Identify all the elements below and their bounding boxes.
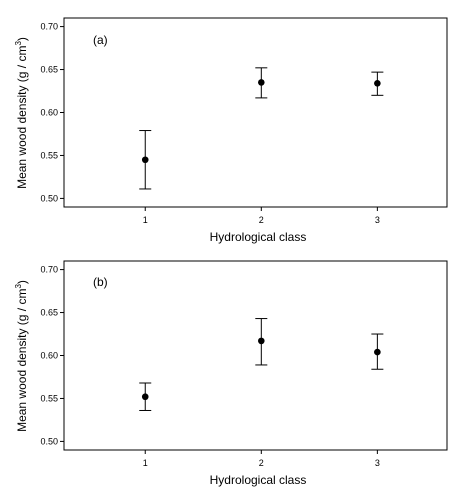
panel-a-marks xyxy=(139,67,384,190)
panel-a-ylabel-main: Mean wood density (g / cm xyxy=(15,46,29,189)
panel-b-label: (b) xyxy=(93,275,108,289)
y-tick-label: 0.55 xyxy=(40,393,58,403)
panel-b-frame xyxy=(63,260,448,451)
panel-a-ylabel: Mean wood density (g / cm3) xyxy=(14,37,29,189)
x-tick-label: 2 xyxy=(259,458,264,468)
data-point xyxy=(141,156,149,164)
y-tick-label: 0.55 xyxy=(40,150,58,160)
panel-b: (b) Hydrological class Mean wood density… xyxy=(14,260,448,487)
y-tick-label: 0.50 xyxy=(40,436,58,446)
x-tick-label: 3 xyxy=(375,215,380,225)
y-tick-label: 0.70 xyxy=(40,265,58,275)
y-tick-label: 0.70 xyxy=(40,22,58,32)
panel-b-ylabel-sup: 3 xyxy=(14,284,23,289)
panel-b-xlabel: Hydrological class xyxy=(210,473,307,487)
data-point xyxy=(374,79,381,87)
panel-b-ylabel-main: Mean wood density (g / cm xyxy=(15,289,29,432)
y-tick-label: 0.60 xyxy=(40,351,58,361)
x-tick-label: 1 xyxy=(143,458,148,468)
data-point xyxy=(374,348,381,356)
panel-a-xlabel: Hydrological class xyxy=(210,230,307,244)
panel-b-y-axis: 0.50 0.55 0.60 0.65 0.70 xyxy=(40,265,64,446)
panel-b-ylabel: Mean wood density (g / cm3) xyxy=(14,280,29,432)
y-tick-label: 0.65 xyxy=(40,65,58,75)
x-tick-label: 3 xyxy=(375,458,380,468)
y-tick-label: 0.50 xyxy=(40,193,58,203)
panel-b-marks xyxy=(139,318,384,411)
x-tick-label: 2 xyxy=(259,215,264,225)
panel-a: (a) Hydrological class Mean wood density… xyxy=(14,17,448,244)
panel-b-x-axis: 1 2 3 xyxy=(143,450,380,468)
y-tick-label: 0.65 xyxy=(40,308,58,318)
panel-b-ylabel-close: ) xyxy=(15,280,29,284)
panel-a-label: (a) xyxy=(93,33,108,47)
data-point xyxy=(258,79,265,86)
data-point xyxy=(141,393,149,401)
data-point xyxy=(258,337,265,345)
y-tick-label: 0.60 xyxy=(40,108,58,118)
panel-a-frame xyxy=(63,17,448,208)
panel-a-ylabel-close: ) xyxy=(15,37,29,41)
panel-a-ylabel-sup: 3 xyxy=(14,41,23,46)
x-tick-label: 1 xyxy=(143,215,148,225)
panel-a-x-axis: 1 2 3 xyxy=(143,207,380,225)
panel-a-y-axis: 0.50 0.55 0.60 0.65 0.70 xyxy=(40,22,64,203)
